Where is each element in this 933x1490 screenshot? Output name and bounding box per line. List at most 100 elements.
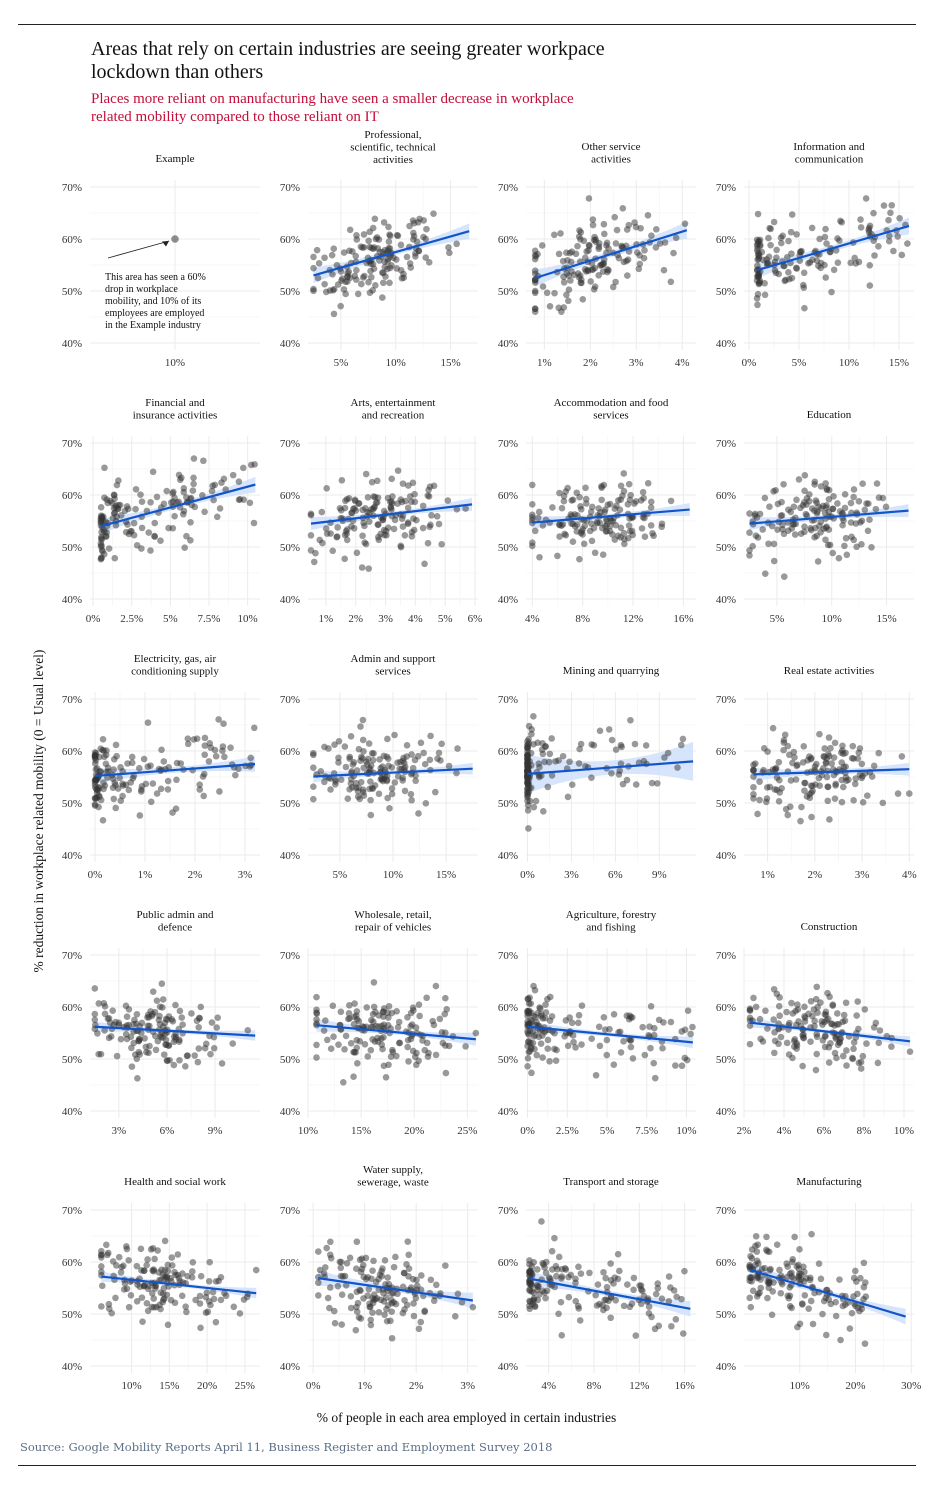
y-tick-label: 50% [716,542,736,554]
data-point [624,256,632,263]
data-point [367,273,375,281]
data-point [598,261,606,269]
data-point [321,254,328,262]
data-point [388,790,396,798]
data-point [661,239,669,246]
data-point [313,246,321,254]
facet-panel: 40%50%60%70%10% 15% 20% 25%Health and socia… [62,1176,260,1392]
y-tick-label: 40% [498,850,518,862]
data-point [399,1283,407,1291]
data-point [199,773,207,780]
y-tick-label: 60% [280,746,300,758]
data-point [540,808,547,815]
data-point [423,994,430,1002]
data-point [667,1018,675,1026]
data-point [524,741,531,748]
data-point [850,1045,857,1053]
data-point [182,1303,189,1310]
data-point [531,308,539,315]
data-point [788,1258,796,1266]
data-point [589,216,597,223]
data-point [607,1294,615,1301]
data-point [180,507,188,515]
data-point [205,1278,213,1285]
data-point [411,490,418,498]
data-point [386,264,394,272]
data-point [837,1336,844,1344]
data-point [342,1032,350,1040]
trend-line [749,1021,911,1043]
data-point [366,228,373,236]
data-point [579,531,586,538]
data-point [818,505,825,512]
data-point [558,504,566,512]
y-tick-label: 50% [280,286,300,298]
data-point [184,1272,191,1280]
data-point [608,736,616,744]
x-tick-label: 0% [520,869,535,881]
data-point [104,1015,112,1023]
data-point [323,1244,330,1252]
data-point [346,786,353,793]
data-point [630,1286,637,1294]
data-point [568,781,576,789]
data-point [323,530,331,537]
data-point [338,1321,346,1328]
data-point [388,1334,396,1342]
data-point [524,1018,531,1026]
x-tick-label: 15% [159,1380,179,1392]
data-point [831,1049,839,1057]
data-point [372,1022,380,1030]
facet-title: Education [807,409,852,421]
data-point [146,1042,153,1050]
data-point [123,1285,131,1292]
data-point [164,1267,172,1275]
data-point [117,797,125,805]
x-tick-label: 3% [629,357,644,369]
data-point [764,260,772,267]
data-point [131,1016,138,1024]
x-tick-label: 5% [333,869,348,881]
data-point [652,226,660,233]
data-point [144,719,152,726]
data-point [364,494,372,501]
data-point [398,498,406,506]
data-point [625,522,633,529]
facet-title: insurance activities [133,410,218,422]
data-point [387,504,395,512]
data-point [801,1013,808,1020]
y-tick-label: 40% [716,1361,736,1373]
data-point [639,488,647,496]
data-point [612,240,620,247]
data-point [887,209,894,217]
data-point [828,760,836,767]
data-point [634,249,641,256]
data-point [353,1008,361,1015]
data-point [196,786,204,793]
data-point [133,1262,141,1270]
data-point [576,493,583,501]
facet-title: sewerage, waste [357,1177,429,1189]
data-point [321,1264,329,1271]
data-point [122,1031,130,1038]
data-point [531,267,539,274]
data-point [441,1010,449,1018]
data-point [327,1238,334,1246]
trend-line [100,483,256,528]
trend-line [749,1268,906,1318]
data-point [683,1056,691,1064]
data-point [353,1288,361,1296]
data-point [664,749,672,757]
data-point [391,779,399,786]
data-point [853,543,860,551]
data-point [773,774,781,781]
data-point [428,512,435,519]
annotation-text: employees are employed [105,308,204,319]
data-point [588,537,596,545]
data-point [824,989,831,997]
data-point [559,257,567,265]
data-point [383,777,391,785]
data-point [824,783,832,791]
data-point [374,494,382,501]
data-point [214,1014,221,1021]
